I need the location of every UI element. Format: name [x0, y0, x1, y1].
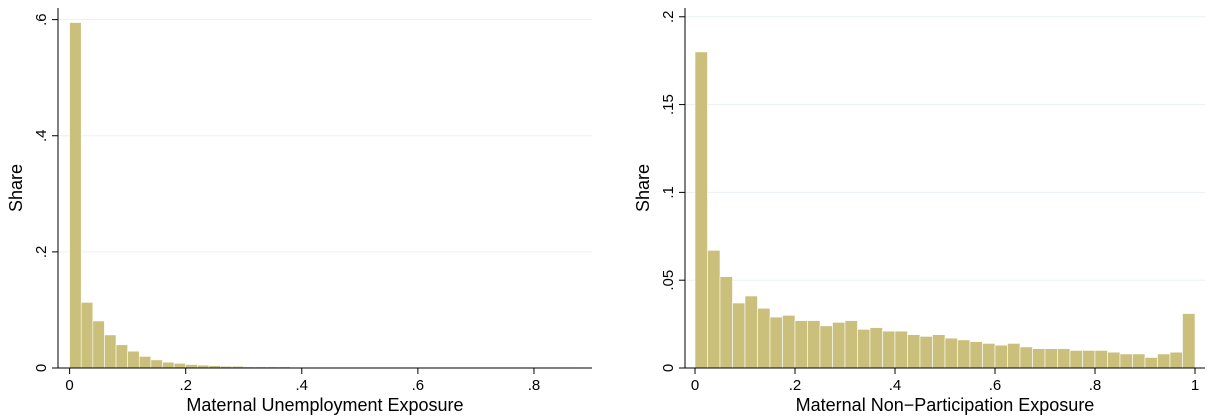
- y-tick-label-3: .15: [660, 94, 677, 115]
- x-tick-label-4: .8: [528, 377, 541, 394]
- histogram-bar-36: [1144, 357, 1158, 369]
- histogram-bar-17: [907, 334, 921, 369]
- y-tick-label-1: .2: [33, 246, 50, 259]
- histogram-bar-8: [794, 320, 808, 369]
- histogram-bar-31: [1082, 350, 1096, 369]
- histogram-bar-10: [819, 325, 833, 369]
- histogram-bar-20: [944, 337, 958, 369]
- x-tick-label-5: 1: [1191, 377, 1199, 394]
- histogram-bar-5: [757, 307, 771, 369]
- histogram-bar-10: [185, 364, 198, 369]
- histogram-bar-1: [80, 302, 94, 369]
- histogram-bar-7: [782, 315, 796, 369]
- histogram-bar-29: [1057, 348, 1071, 369]
- histogram-bar-37: [1157, 353, 1171, 369]
- y-tick-label-4: .2: [660, 11, 677, 24]
- histogram-bar-4: [115, 344, 128, 369]
- x-tick-label-2: .4: [889, 377, 902, 394]
- histogram-bar-23: [982, 343, 996, 369]
- y-tick-label-1: .05: [660, 270, 677, 291]
- y-axis-title: Share: [6, 164, 26, 212]
- histogram-bar-38: [1169, 351, 1183, 369]
- histogram-bar-19: [932, 334, 946, 369]
- histogram-bar-33: [1107, 351, 1121, 369]
- right-histogram-panel: 0 .05 .1 .15 .2 0 .2 .4 .6 .8 1 Maternal Non−Partic…: [633, 8, 1205, 415]
- histogram-bar-16: [894, 330, 908, 369]
- histogram-bar-12: [844, 320, 858, 369]
- histogram-bar-39: [1182, 313, 1196, 369]
- histogram-bar-6: [769, 316, 783, 369]
- x-tick-label-1: .2: [179, 377, 192, 394]
- left-histogram-panel: 0 .2 .4 .6 0 .2 .4 .6 .8 Maternal Unemployment Ex…: [6, 8, 592, 415]
- histogram-bar-32: [1094, 350, 1108, 369]
- histogram-bar-34: [1119, 353, 1133, 369]
- histogram-bar-21: [957, 339, 971, 369]
- histogram-bar-8: [162, 361, 175, 369]
- histogram-bar-25: [1007, 343, 1021, 369]
- x-tick-label-0: 0: [691, 377, 699, 394]
- histogram-bar-13: [857, 329, 871, 369]
- y-tick-label-0: 0: [660, 364, 677, 372]
- y-tick-label-2: .4: [33, 129, 50, 142]
- histogram-bar-27: [1032, 348, 1046, 369]
- histogram-bar-2: [92, 320, 105, 369]
- x-axis-title: Maternal Unemployment Exposure: [186, 395, 463, 415]
- histogram-bar-11: [832, 322, 846, 369]
- histogram-bar-18: [919, 336, 933, 369]
- histogram-bar-0: [69, 22, 82, 369]
- histogram-bar-22: [969, 341, 983, 369]
- histogram-bar-26: [1019, 346, 1033, 369]
- x-tick-label-3: .6: [989, 377, 1002, 394]
- histogram-bar-7: [150, 359, 163, 369]
- y-tick-label-0: 0: [33, 364, 50, 372]
- x-tick-label-3: .6: [412, 377, 425, 394]
- histogram-bar-30: [1069, 350, 1083, 369]
- histogram-bar-35: [1132, 353, 1146, 369]
- histogram-bar-9: [807, 320, 821, 369]
- histogram-bar-6: [138, 356, 152, 369]
- histogram-bar-14: [869, 327, 883, 369]
- x-tick-label-1: .2: [789, 377, 802, 394]
- histogram-bar-15: [882, 330, 896, 369]
- y-tick-label-3: .6: [33, 13, 50, 26]
- x-axis-title: Maternal Non−Participation Exposure: [796, 395, 1095, 415]
- y-axis-title: Share: [633, 164, 653, 212]
- histogram-bar-1: [707, 250, 721, 369]
- histogram-bar-2: [719, 276, 733, 369]
- histogram-bar-24: [994, 344, 1008, 369]
- histogram-bar-4: [744, 295, 758, 369]
- histogram-bar-3: [104, 334, 117, 369]
- x-tick-label-4: .8: [1089, 377, 1102, 394]
- histogram-bar-28: [1044, 348, 1058, 369]
- histogram-bar-5: [127, 350, 140, 369]
- y-tick-label-2: .1: [660, 186, 677, 199]
- histogram-bar-0: [694, 51, 708, 369]
- histogram-bar-9: [173, 363, 186, 369]
- histogram-bar-3: [732, 302, 746, 369]
- x-tick-label-2: .4: [296, 377, 309, 394]
- x-tick-label-0: 0: [65, 377, 73, 394]
